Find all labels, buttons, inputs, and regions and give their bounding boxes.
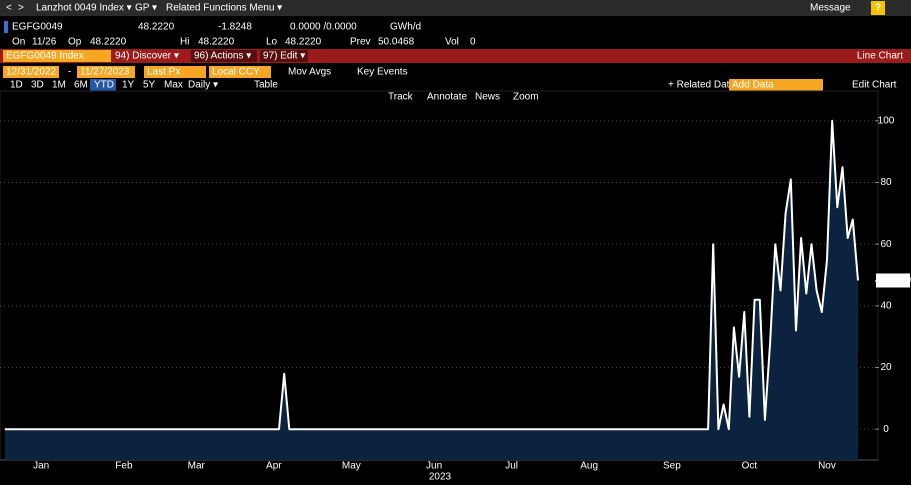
discover-menu[interactable]: 94) Discover ▾ (115, 51, 179, 62)
x-tick-label: Oct (742, 461, 758, 472)
start-box[interactable] (3, 66, 59, 78)
security-field[interactable]: EGFG0049 Index (6, 51, 84, 62)
help-box[interactable] (871, 1, 885, 15)
range-button[interactable]: 6M (74, 80, 88, 91)
back-arrow[interactable]: < (6, 3, 12, 14)
key-events[interactable]: Key Events (357, 67, 408, 78)
forward-arrow[interactable]: > (18, 3, 24, 14)
ticker: EGFG0049 (12, 22, 63, 33)
stat-label: Hi (180, 37, 189, 48)
y-tick-label: 0 (883, 424, 889, 435)
x-tick-label: Aug (580, 461, 598, 472)
date-dash: - (68, 67, 71, 78)
end-box[interactable] (77, 66, 135, 78)
stat-value: 48.2220 (285, 37, 322, 48)
range-button[interactable]: 1Y (122, 80, 135, 91)
related-data[interactable]: + Related Dat (668, 80, 730, 91)
ticker-marker (4, 21, 8, 33)
start-date[interactable]: 12/31/2022 (6, 67, 56, 78)
stat-value: 11/26 (32, 37, 57, 48)
x-tick-label: Feb (115, 461, 133, 472)
x-tick-label: Jul (505, 461, 518, 472)
related-menu[interactable]: Related Functions Menu ▾ (166, 3, 282, 14)
stat-value: 48.2220 (198, 37, 235, 48)
stat-label: On (12, 37, 25, 48)
stat-label: Op (68, 37, 82, 48)
last-price: 48.2220 (138, 22, 175, 33)
view-name: Line Chart (857, 51, 903, 62)
edit-chart[interactable]: Edit Chart (852, 80, 897, 91)
x-tick-label: Nov (818, 461, 836, 472)
edit-menu[interactable]: 97) Edit ▾ (263, 51, 305, 62)
x-tick-label: Sep (663, 461, 681, 472)
chart-tool[interactable]: News (475, 92, 500, 103)
function-menu[interactable]: GP ▾ (135, 3, 157, 14)
mov-avgs[interactable]: Mov Avgs (288, 67, 331, 78)
y-tick-label: 100 (878, 115, 895, 126)
chart-tool[interactable]: Annotate (427, 92, 467, 103)
x-tick-label: Apr (266, 461, 282, 472)
add-data[interactable]: Add Data (732, 80, 774, 91)
stat-value: 48.2220 (90, 37, 127, 48)
range-button[interactable]: 1M (52, 80, 66, 91)
add-data-box[interactable] (729, 79, 823, 91)
bid-ask: 0.0000 /0.0000 (290, 22, 357, 33)
security-box[interactable] (3, 50, 111, 62)
stat-label: Lo (266, 37, 278, 48)
ytd-box[interactable] (90, 79, 116, 91)
change: -1.8248 (218, 22, 252, 33)
x-tick-label: Jan (33, 461, 49, 472)
security-menu[interactable]: Lanzhot 0049 Index ▾ (36, 3, 132, 14)
y-tick-label: 80 (880, 177, 892, 188)
x-tick-label: May (342, 461, 361, 472)
currency-box[interactable] (209, 66, 271, 78)
help[interactable]: ? (875, 3, 881, 14)
y-tick-label: 60 (880, 239, 892, 250)
field-box[interactable] (144, 66, 206, 78)
top-bar (0, 0, 911, 16)
y-tick-label: 20 (880, 362, 892, 373)
range-button[interactable]: YTD (94, 80, 114, 91)
x-tick-label: Jun (426, 461, 442, 472)
stat-value: 50.0468 (378, 37, 415, 48)
y-tick-label: 40 (880, 300, 892, 311)
message[interactable]: Message (810, 3, 851, 14)
stat-label: Prev (350, 37, 371, 48)
line (5, 119, 859, 431)
stat-label: Vol (445, 37, 459, 48)
edit-box[interactable] (260, 50, 308, 62)
range-button[interactable]: 5Y (143, 80, 156, 91)
chart-tool[interactable]: Track (388, 92, 414, 103)
area (5, 120, 858, 461)
stat-value: 0 (470, 37, 476, 48)
x-axis-label: 2023 (429, 472, 452, 483)
period-menu[interactable]: Daily ▾ (188, 80, 218, 91)
table-button[interactable]: Table (254, 80, 278, 91)
range-button[interactable]: 3D (31, 80, 44, 91)
range-button[interactable]: 1D (10, 80, 23, 91)
chart-tool[interactable]: Zoom (513, 92, 539, 103)
actions-menu[interactable]: 96) Actions ▾ (194, 51, 251, 62)
unit: GWh/d (390, 22, 421, 33)
last-value-label: 48.2220 (875, 275, 911, 286)
range-button[interactable]: Max (164, 80, 183, 91)
actions-box[interactable] (191, 50, 257, 62)
x-tick-label: Mar (188, 461, 206, 472)
field[interactable]: Last Px (147, 67, 180, 78)
last-value-box (876, 273, 910, 288)
currency[interactable]: Local CCY (212, 67, 260, 78)
end-date[interactable]: 11/27/2023 (80, 67, 130, 78)
